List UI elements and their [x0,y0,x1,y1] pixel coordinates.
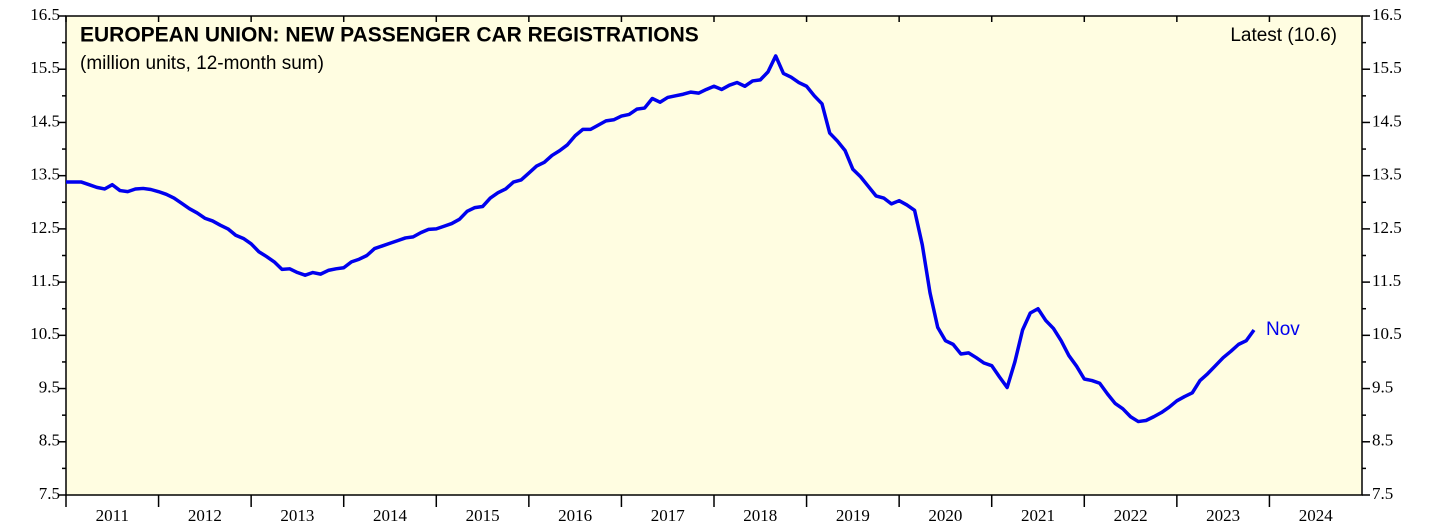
x-tick-label: 2022 [1114,506,1148,525]
latest-note: Latest (10.6) [1230,25,1337,46]
y-tick-label: 13.5 [30,165,60,184]
y-tick-label: 10.5 [30,324,60,343]
x-tick-label: 2013 [280,506,314,525]
y2-tick-label: 9.5 [1372,377,1393,396]
x-tick-label: 2023 [1206,506,1240,525]
y-tick-label: 12.5 [30,218,60,237]
x-tick-label: 2014 [373,506,408,525]
y2-tick-label: 8.5 [1372,431,1393,450]
x-tick-label: 2020 [928,506,962,525]
x-tick-label: 2017 [651,506,686,525]
y-tick-label: 15.5 [30,58,60,77]
y2-tick-label: 13.5 [1372,165,1402,184]
x-tick-label: 2019 [836,506,870,525]
chart-subtitle: (million units, 12-month sum) [80,53,324,74]
x-tick-label: 2016 [558,506,592,525]
y2-tick-label: 14.5 [1372,111,1402,130]
y2-tick-label: 16.5 [1372,5,1402,24]
y-tick-label: 16.5 [30,5,60,24]
y2-tick-label: 11.5 [1372,271,1401,290]
x-tick-label: 2024 [1299,506,1334,525]
end-label: Nov [1266,319,1300,340]
y-tick-label: 9.5 [39,377,60,396]
plot-area [65,15,1363,496]
y-tick-label: 8.5 [39,431,60,450]
y2-tick-label: 15.5 [1372,58,1402,77]
y-tick-label: 11.5 [31,271,60,290]
x-tick-label: 2012 [188,506,222,525]
y2-tick-label: 12.5 [1372,218,1402,237]
chart-title: EUROPEAN UNION: NEW PASSENGER CAR REGIST… [80,24,699,47]
y-tick-label: 14.5 [30,111,60,130]
y-tick-label: 7.5 [39,484,60,503]
y2-tick-label: 7.5 [1372,484,1393,503]
x-tick-label: 2011 [96,506,129,525]
data-line [66,54,1256,424]
x-tick-label: 2018 [743,506,777,525]
y2-tick-label: 10.5 [1372,324,1402,343]
x-tick-label: 2015 [466,506,500,525]
x-tick-label: 2021 [1021,506,1055,525]
